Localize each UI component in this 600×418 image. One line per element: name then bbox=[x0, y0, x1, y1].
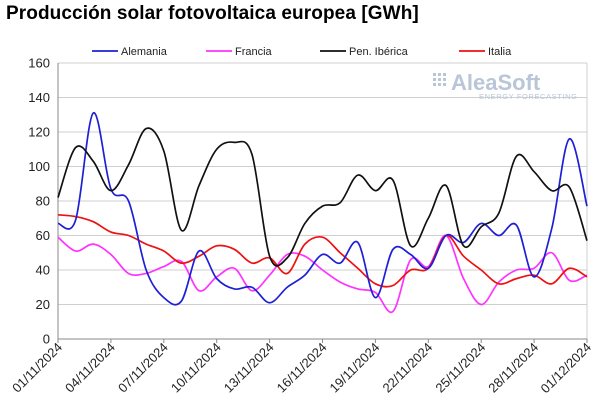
series-group bbox=[57, 112, 588, 314]
y-tick-label: 160 bbox=[28, 56, 50, 71]
x-tick-label: 13/11/2024 bbox=[221, 340, 277, 396]
y-tick-label: 100 bbox=[28, 159, 50, 174]
x-tick-label: 01/11/2024 bbox=[9, 340, 65, 396]
series-line-alemania bbox=[57, 112, 588, 306]
axes: 0 20 40 60 80 100 120 140 160 01/11/202404/11/202… bbox=[9, 56, 594, 397]
y-tick-label: 40 bbox=[36, 263, 50, 278]
legend-label: Italia bbox=[488, 46, 512, 58]
y-tick-label: 60 bbox=[36, 228, 50, 243]
grid bbox=[58, 62, 588, 340]
x-tick-label: 01/12/2024 bbox=[537, 340, 594, 397]
x-tick-label: 25/11/2024 bbox=[432, 340, 488, 396]
series-line-francia bbox=[57, 234, 588, 314]
legend-label: Francia bbox=[235, 46, 273, 58]
chart-title: Producción solar fotovoltaica europea [G… bbox=[6, 3, 419, 24]
legend-label: Alemania bbox=[121, 46, 168, 58]
y-tick-label: 0 bbox=[43, 332, 50, 347]
x-tick-label: 07/11/2024 bbox=[115, 340, 171, 396]
legend: Alemania Francia Pen. Ibérica Italia bbox=[92, 46, 512, 58]
x-tick-label: 19/11/2024 bbox=[327, 340, 383, 396]
x-tick-label: 16/11/2024 bbox=[274, 340, 330, 396]
x-tick-label: 04/11/2024 bbox=[62, 340, 118, 396]
y-tick-label: 140 bbox=[28, 90, 50, 105]
x-tick-label: 22/11/2024 bbox=[379, 340, 435, 396]
aleasoft-logo: AleaSoft ENERGY FORECASTING bbox=[433, 70, 578, 101]
y-tick-label: 20 bbox=[36, 297, 50, 312]
legend-label: Pen. Ibérica bbox=[349, 46, 409, 58]
x-tick-label: 28/11/2024 bbox=[485, 340, 541, 396]
y-tick-label: 120 bbox=[28, 125, 50, 140]
series-line-pen-ib-rica bbox=[57, 127, 588, 267]
y-tick-label: 80 bbox=[36, 194, 50, 209]
aleasoft-logo-mark bbox=[433, 73, 446, 86]
x-tick-label: 10/11/2024 bbox=[168, 340, 224, 396]
series-line-italia bbox=[57, 213, 588, 288]
brand-name: AleaSoft bbox=[451, 70, 541, 95]
brand-tagline: ENERGY FORECASTING bbox=[479, 92, 578, 101]
